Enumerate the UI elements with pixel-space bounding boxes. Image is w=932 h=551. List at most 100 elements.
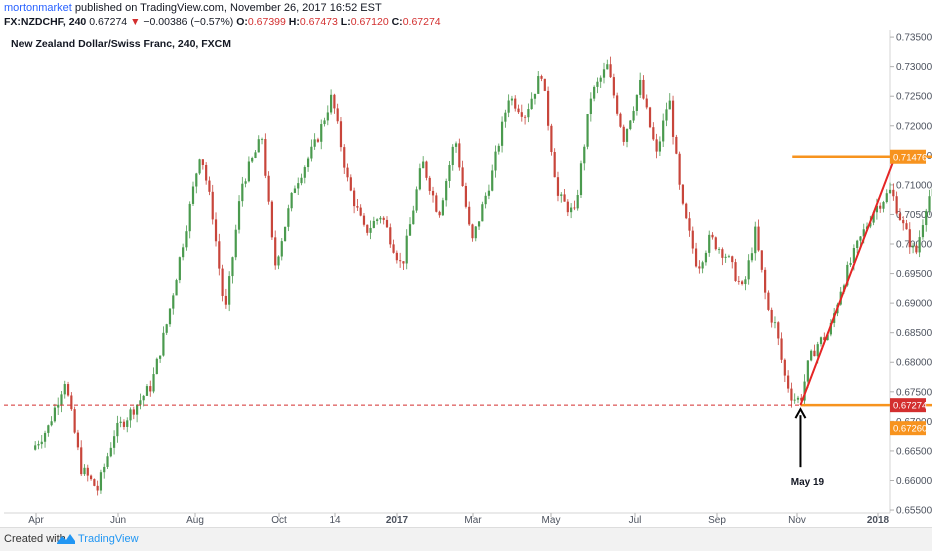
y-tick-label: 0.66500 — [896, 446, 932, 457]
candle-body — [343, 147, 345, 167]
candle-body — [152, 374, 154, 391]
candle-body — [146, 386, 148, 396]
candle-body — [333, 95, 335, 109]
candle-body — [212, 192, 214, 220]
candle-body — [475, 226, 477, 238]
candle-body — [452, 147, 454, 165]
candle-body — [629, 121, 631, 130]
symbol-label: FX:NZDCHF, 240 — [4, 16, 86, 28]
candle-body — [905, 223, 907, 229]
candle-body — [544, 79, 546, 91]
candle-body — [896, 196, 898, 213]
candle-body — [537, 76, 539, 94]
y-tick-label: 0.72500 — [896, 92, 932, 103]
y-tick-label: 0.69500 — [896, 269, 932, 280]
candle-body — [221, 269, 223, 296]
candle-body — [277, 257, 279, 266]
candle-body — [106, 456, 108, 467]
candle-body — [97, 486, 99, 491]
candle-body — [665, 109, 667, 120]
price-chart[interactable]: New Zealand Dollar/Swiss Franc, 240, FXC… — [0, 30, 932, 527]
candle-body — [491, 170, 493, 190]
candle-body — [662, 121, 664, 142]
candle-body — [281, 241, 283, 256]
candle-body — [129, 409, 131, 420]
candle-body — [455, 143, 457, 147]
tradingview-logo-icon[interactable] — [56, 531, 76, 547]
candle-body — [583, 147, 585, 164]
candle-body — [228, 276, 230, 305]
candle-body — [616, 95, 618, 113]
open-label: O: — [236, 16, 248, 28]
candle-body — [902, 220, 904, 223]
candle-body — [448, 165, 450, 181]
candle-body — [402, 261, 404, 263]
candle-body — [64, 384, 66, 394]
candle-body — [297, 183, 299, 188]
candle-body — [235, 230, 237, 258]
close-value: 0.67274 — [403, 16, 441, 28]
candle-body — [560, 194, 562, 195]
candle-body — [573, 208, 575, 209]
candle-body — [600, 78, 602, 82]
candle-body — [767, 293, 769, 310]
candle-body — [675, 137, 677, 154]
candle-body — [462, 167, 464, 186]
chart-header: mortonmarket published on TradingView.co… — [0, 0, 932, 30]
support-badge: 0.67260 — [893, 424, 927, 435]
candle-body — [912, 246, 914, 247]
candle-body — [182, 247, 184, 257]
candle-body — [37, 444, 39, 445]
chart-title: New Zealand Dollar/Swiss Franc, 240, FXC… — [11, 38, 231, 50]
candle-body — [882, 202, 884, 209]
candle-body — [93, 479, 95, 486]
candle-body — [508, 101, 510, 113]
candle-body — [485, 196, 487, 204]
candle-body — [465, 186, 467, 207]
candle-body — [922, 225, 924, 237]
candle-body — [757, 227, 759, 251]
candle-body — [925, 211, 927, 225]
x-tick-label: Jul — [629, 515, 642, 526]
tradingview-brand[interactable]: TradingView — [78, 533, 139, 545]
candle-body — [353, 191, 355, 207]
candle-body — [672, 101, 674, 137]
candle-body — [310, 147, 312, 159]
author-link[interactable]: mortonmarket — [4, 2, 72, 14]
candle-body — [790, 389, 792, 401]
candle-body — [498, 146, 500, 152]
candle-body — [603, 69, 605, 77]
candle-body — [116, 423, 118, 436]
candle-body — [198, 159, 200, 173]
candle-body — [120, 422, 122, 423]
candle-body — [445, 181, 447, 200]
candle-body — [376, 219, 378, 221]
candle-body — [626, 129, 628, 142]
candle-body — [136, 405, 138, 415]
candle-body — [695, 249, 697, 267]
candle-body — [899, 213, 901, 219]
symbol-line: FX:NZDCHF, 240 0.67274 ▼ −0.00386 (−0.57… — [4, 16, 441, 28]
candle-body — [517, 109, 519, 113]
candle-body — [389, 227, 391, 244]
candle-body — [192, 187, 194, 204]
plot-background — [4, 30, 890, 513]
candle-body — [70, 395, 72, 409]
candle-body — [149, 386, 151, 391]
candle-body — [554, 152, 556, 177]
candle-body — [80, 447, 82, 474]
open-value: 0.67399 — [248, 16, 286, 28]
candle-body — [251, 158, 253, 161]
low-label: L: — [341, 16, 351, 28]
candle-body — [317, 139, 319, 141]
candle-body — [274, 237, 276, 265]
candle-body — [688, 218, 690, 230]
candle-body — [44, 433, 46, 442]
candle-body — [649, 107, 651, 127]
candle-body — [103, 467, 105, 472]
candle-body — [685, 204, 687, 219]
candle-body — [754, 227, 756, 254]
candle-body — [123, 422, 125, 427]
x-tick-label: 2017 — [386, 515, 409, 526]
candle-body — [350, 177, 352, 190]
